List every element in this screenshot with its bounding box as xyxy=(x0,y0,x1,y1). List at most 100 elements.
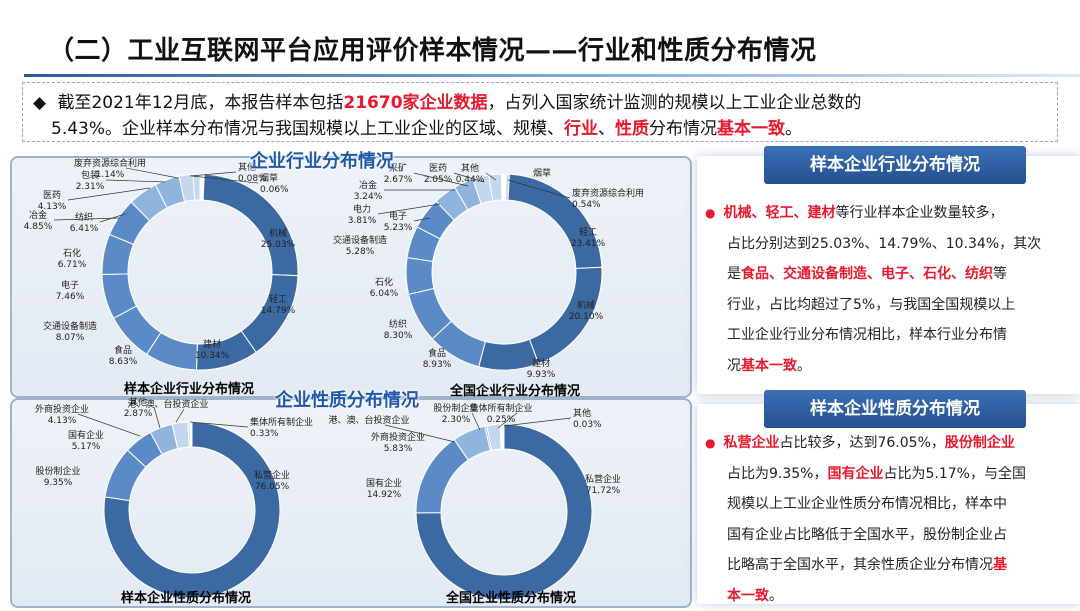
chart-caption: 全国企业行业分布情况 xyxy=(450,380,580,399)
chart-caption: 样本企业性质分布情况 xyxy=(121,587,251,606)
slice-value-label: 5.83% xyxy=(384,444,413,454)
summary-line: 占比分别达到25.03%、14.79%、10.34%，其次 xyxy=(705,229,1065,260)
chart-caption: 全国企业性质分布情况 xyxy=(446,587,576,606)
industry-section-title: 企业行业分布情况 xyxy=(250,147,394,173)
leader-line xyxy=(472,413,480,430)
slice-value-label: 8.93% xyxy=(423,360,452,370)
slice-value-label: 1.14% xyxy=(96,170,125,180)
nature-summary-text: ●私营企业占比较多，达到76.05%，股份制企业占比为9.35%，国有企业占比为… xyxy=(705,428,1065,611)
donut-slice xyxy=(502,424,504,449)
slice-label: 国有企业 xyxy=(68,429,104,441)
summary-line: ●机械、轻工、建材等行业样本企业数量较多， xyxy=(705,198,1065,229)
body-text: 比略高于全国水平，其余性质企业分布情况 xyxy=(727,557,993,573)
highlight-text: 机械、轻工、建材 xyxy=(723,205,835,221)
slice-label: 冶金 xyxy=(359,179,377,191)
slice-value-label: 0.54% xyxy=(572,200,601,210)
slice-value-label: 5.17% xyxy=(72,442,101,452)
slice-label: 股份制企业 xyxy=(35,465,80,477)
slice-label: 医药 xyxy=(429,163,447,174)
slice-label: 轻工 xyxy=(579,226,597,238)
body-text: 占比较多，达到76.05%， xyxy=(779,435,944,451)
slice-label: 废弃资源综合利用 xyxy=(572,187,644,199)
slice-label: 建材 xyxy=(532,357,550,369)
slice-label: 国有企业 xyxy=(366,477,402,489)
leader-line xyxy=(106,180,165,182)
red-dot-bullet-icon: ● xyxy=(705,436,715,450)
slice-value-label: 9.35% xyxy=(44,478,73,488)
summary-highlight: 基本一致 xyxy=(717,119,785,139)
slice-label: 建材 xyxy=(203,338,221,350)
slice-label: 电力 xyxy=(353,203,371,215)
national-industry-donut: 烟草废弃资源综合利用0.54%轻工23.41%机械20.10%建材9.93%食品… xyxy=(333,162,644,380)
industry-summary-text: ●机械、轻工、建材等行业样本企业数量较多， 占比分别达到25.03%、14.79%… xyxy=(705,198,1065,381)
slice-label: 电子 xyxy=(61,279,79,291)
donut-slice xyxy=(406,258,434,295)
body-text: 规模以上工业企业性质分布情况相比，样本中 xyxy=(727,496,1007,512)
slice-value-label: 8.30% xyxy=(384,331,413,341)
highlight-text: 基本一致 xyxy=(741,358,797,374)
donut-slice xyxy=(416,439,468,512)
body-text: 等 xyxy=(993,266,1007,282)
slice-value-label: 25.03% xyxy=(261,240,296,250)
sample-industry-donut: 其他0.08%烟草0.06%机械25.03%轻工14.79%建材10.34%食品… xyxy=(24,157,298,370)
slice-label: 纺织 xyxy=(389,318,407,330)
slice-value-label: 10.34% xyxy=(195,351,230,361)
slice-value-label: 2.67% xyxy=(384,175,413,185)
leader-line xyxy=(176,409,184,422)
slice-value-label: 76.05% xyxy=(255,482,290,492)
highlight-text: 基 xyxy=(993,557,1007,573)
summary-line: 国有企业占比略低于全国水平，股份制企业占 xyxy=(705,520,1065,551)
donut-slice xyxy=(479,339,539,370)
industry-summary-header: 样本企业行业分布情况 xyxy=(764,146,1026,184)
slice-label: 机械 xyxy=(577,299,595,311)
leader-line xyxy=(154,407,160,428)
slice-label: 石化 xyxy=(63,247,81,259)
slice-value-label: 5.28% xyxy=(346,247,375,257)
slice-value-label: 2.30% xyxy=(442,415,471,425)
body-text: 是 xyxy=(727,266,741,282)
slice-value-label: 4.13% xyxy=(48,416,77,426)
slice-label: 私营企业 xyxy=(585,473,621,485)
slice-label: 烟草 xyxy=(533,167,551,179)
summary-text: 。 xyxy=(785,119,802,139)
slice-label: 私营企业 xyxy=(254,469,290,481)
slice-value-label: 5.23% xyxy=(384,223,413,233)
summary-line: 占比为9.35%，国有企业占比为5.17%，与全国 xyxy=(705,459,1065,490)
body-text: 行业，占比均超过了5%，与我国全国规模以上 xyxy=(727,297,1015,313)
summary-line: 是食品、交通设备制造、电子、石化、纺织等 xyxy=(705,259,1065,290)
body-text: 况 xyxy=(727,358,741,374)
slice-value-label: 4.13% xyxy=(38,202,67,212)
slice-label: 交通设备制造 xyxy=(43,320,97,332)
slice-label: 外商投资企业 xyxy=(35,403,89,415)
leader-line xyxy=(126,168,178,178)
slice-value-label: 4.85% xyxy=(24,222,53,232)
slice-value-label: 6.41% xyxy=(70,224,99,234)
summary-line: 工业企业行业分布情况相比，样本行业分布情 xyxy=(705,320,1065,351)
slice-label: 食品 xyxy=(114,344,132,356)
body-text: 占比分别达到25.03%、14.79%、10.34%，其次 xyxy=(727,236,1041,252)
nature-summary-header: 样本企业性质分布情况 xyxy=(764,390,1026,428)
slice-label: 纺织 xyxy=(75,211,93,223)
national-nature-donut: 私营企业71.72%国有企业14.92%外商投资企业5.83%港、澳、台投资企业… xyxy=(328,402,621,600)
body-text: 。 xyxy=(769,588,783,604)
slice-value-label: 0.03% xyxy=(573,420,602,430)
highlight-text: 股份制企业 xyxy=(945,435,1015,451)
body-text: 占比为9.35%， xyxy=(727,466,827,482)
summary-line: 规模以上工业企业性质分布情况相比，样本中 xyxy=(705,489,1065,520)
summary-line: ●私营企业占比较多，达到76.05%，股份制企业 xyxy=(705,428,1065,459)
slice-label: 机械 xyxy=(269,227,287,239)
slice-value-label: 0.06% xyxy=(260,185,289,195)
slice-label: 港、澳、台投资企业 xyxy=(328,414,409,426)
body-text: 占比为5.17%，与全国 xyxy=(883,466,1025,482)
highlight-text: 食品、交通设备制造、电子、石化、纺织 xyxy=(741,266,993,282)
slice-value-label: 0.25% xyxy=(487,415,516,425)
slice-label: 轻工 xyxy=(269,293,287,305)
slice-value-label: 7.46% xyxy=(56,292,85,302)
slice-value-label: 20.10% xyxy=(569,312,604,322)
highlight-text: 本一致 xyxy=(727,588,769,604)
summary-line: 况基本一致。 xyxy=(705,351,1065,382)
donut-slice xyxy=(501,174,504,200)
slice-value-label: 9.93% xyxy=(527,370,556,380)
body-text: 等行业样本企业数量较多， xyxy=(835,205,1003,221)
